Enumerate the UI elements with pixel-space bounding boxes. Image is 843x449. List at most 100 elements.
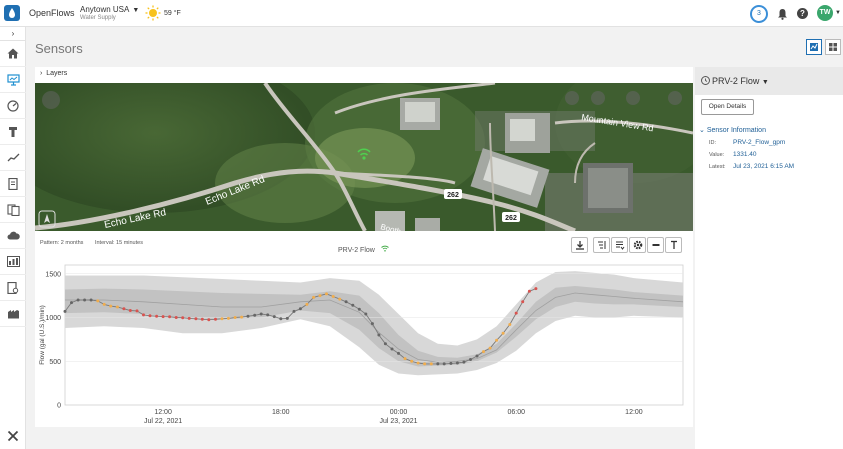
y-tick-label: 500 xyxy=(49,359,61,366)
sidebar-item-trend[interactable] xyxy=(0,145,26,171)
data-point xyxy=(455,361,459,365)
help-icon[interactable]: ? xyxy=(797,8,808,19)
route-shield: 262 xyxy=(444,189,462,199)
chevron-down-icon[interactable]: ▼ xyxy=(835,10,841,16)
y-axis-label: Flow (gal (U.S.)/min) xyxy=(39,305,46,365)
layers-toggle[interactable]: › Layers xyxy=(40,70,67,77)
sidebar-item-gauge[interactable] xyxy=(0,93,26,119)
data-point xyxy=(318,294,322,298)
text-icon xyxy=(670,240,677,249)
data-point xyxy=(174,316,178,319)
data-point xyxy=(423,362,427,366)
notification-counter[interactable]: 3 xyxy=(750,5,768,23)
data-point xyxy=(246,314,250,318)
data-point xyxy=(331,295,335,298)
sidebar-item-documents[interactable] xyxy=(0,197,26,223)
sidebar-item-cloud[interactable] xyxy=(0,223,26,249)
sidebar-item-hydrant[interactable] xyxy=(0,119,26,145)
sidebar-item-home[interactable] xyxy=(0,41,26,67)
history-icon[interactable] xyxy=(701,76,710,85)
data-point xyxy=(83,298,87,302)
interval-label: Interval: 15 minutes xyxy=(94,240,143,246)
data-point xyxy=(416,361,420,365)
sensor-information-toggle[interactable]: ⌄ Sensor Information xyxy=(699,126,766,134)
list-filter-button[interactable] xyxy=(611,237,628,253)
sidebar-item-report[interactable] xyxy=(0,171,26,197)
temperature: 59 °F xyxy=(164,10,181,17)
text-button[interactable] xyxy=(665,237,682,253)
data-point xyxy=(429,362,433,366)
data-point xyxy=(155,314,159,318)
data-point xyxy=(390,347,394,351)
sensor-marker-icon[interactable] xyxy=(357,148,371,160)
download-button[interactable] xyxy=(571,237,588,253)
settings-button[interactable] xyxy=(629,237,646,253)
bell-icon[interactable] xyxy=(777,7,788,25)
y-tick-label: 0 xyxy=(57,403,61,410)
location-selector[interactable]: Anytown USA ▼ Water Supply xyxy=(80,5,139,21)
info-row-latest: Latest: Jul 23, 2021 6:15 AM xyxy=(709,163,794,170)
chevron-down-icon: ▼ xyxy=(132,7,140,14)
app-name[interactable]: OpenFlows xyxy=(29,8,75,18)
route-shield: 262 xyxy=(502,212,520,222)
data-point xyxy=(508,323,512,326)
x-tick-label: 00:00 xyxy=(390,409,408,416)
data-point xyxy=(226,316,230,320)
data-point xyxy=(469,358,472,361)
map-view-button[interactable] xyxy=(806,39,822,55)
sensor-details-panel: PRV-2 Flow ▼ Open Details ⌄ Sensor Infor… xyxy=(695,67,843,449)
field-label: Value: xyxy=(709,152,725,158)
sensor-selector[interactable]: PRV-2 Flow ▼ xyxy=(712,76,769,86)
data-point xyxy=(436,362,440,366)
data-point xyxy=(161,315,165,319)
data-point xyxy=(344,300,348,304)
filter-button[interactable] xyxy=(593,237,610,253)
sidebar-item-tools[interactable] xyxy=(0,423,26,449)
data-point xyxy=(253,313,257,317)
sidebar-item-reports-search[interactable] xyxy=(0,275,26,301)
data-point xyxy=(298,307,302,311)
location-subtitle: Water Supply xyxy=(80,15,116,21)
data-point xyxy=(370,322,374,326)
y-tick-label: 1000 xyxy=(45,315,61,322)
map-controls[interactable] xyxy=(565,91,682,105)
data-point xyxy=(495,338,499,342)
data-point xyxy=(259,312,263,316)
data-point xyxy=(325,292,328,296)
compass-icon[interactable] xyxy=(38,210,56,228)
avatar[interactable]: TW xyxy=(817,5,833,21)
chart-meta: Pattern: 2 months Interval: 15 minutes xyxy=(40,240,153,246)
info-row-value: Value: 1331.40 xyxy=(709,151,757,158)
sidebar-item-facility[interactable] xyxy=(0,301,26,327)
field-value: PRV-2_Flow_gpm xyxy=(733,139,786,146)
map-zoom-icon[interactable] xyxy=(42,91,60,109)
data-point xyxy=(142,313,145,317)
x-tick-label: 12:00 xyxy=(154,409,172,416)
gauge-icon xyxy=(7,99,19,112)
data-point xyxy=(475,354,479,358)
remove-button[interactable] xyxy=(647,237,664,253)
gear-icon xyxy=(633,240,642,250)
sensor-header: PRV-2 Flow ▼ xyxy=(695,67,843,95)
data-point xyxy=(305,302,309,306)
tools-icon xyxy=(7,430,19,442)
field-label: ID: xyxy=(709,140,717,146)
info-row-id: ID: PRV-2_Flow_gpm xyxy=(709,139,785,146)
satellite-map[interactable]: Echo Lake Rd Echo Lake Rd Mountain View … xyxy=(35,83,693,231)
chart-title: PRV-2 Flow xyxy=(338,245,389,254)
trend-icon xyxy=(7,153,19,162)
open-details-button[interactable]: Open Details xyxy=(701,99,754,115)
data-point xyxy=(96,299,100,303)
grid-view-button[interactable] xyxy=(825,39,841,55)
location-name: Anytown USA xyxy=(80,5,130,14)
sidebar-item-sensors[interactable] xyxy=(0,67,26,93)
sidebar-item-dashboard[interactable] xyxy=(0,249,26,275)
x-tick-label: 06:00 xyxy=(507,409,525,416)
data-point xyxy=(194,317,198,321)
flow-chart[interactable]: 0 500 1000 1500 12:00 Jul 22, 2021 18:00 00:00 J… xyxy=(35,257,693,427)
water-drop-icon[interactable] xyxy=(4,5,20,21)
grid-icon xyxy=(829,43,837,51)
signal-icon xyxy=(380,245,389,252)
expand-sidebar-icon[interactable]: › xyxy=(0,27,26,41)
x-tick-label: 18:00 xyxy=(272,409,290,416)
